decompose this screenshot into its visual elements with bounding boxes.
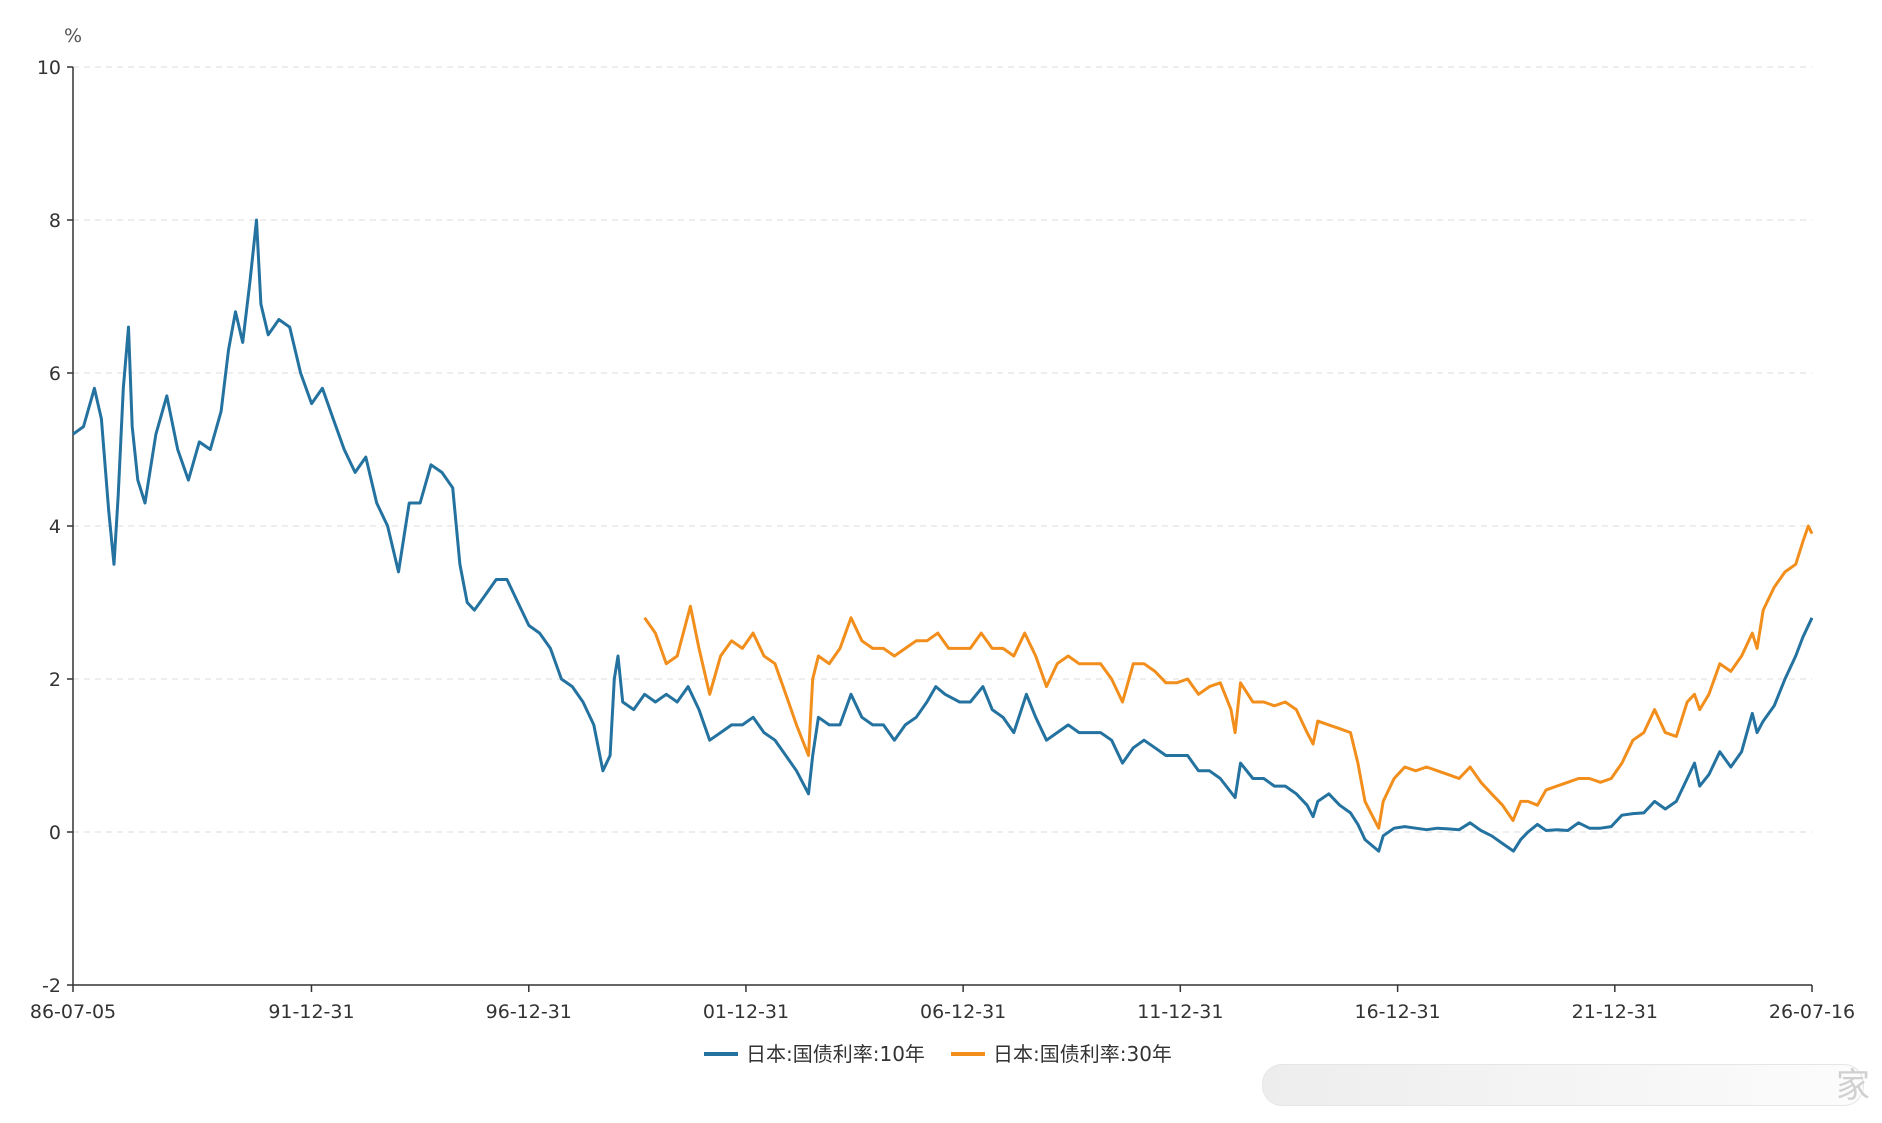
y-tick-label: 2 [49, 669, 61, 691]
watermark-logo: 家 [1836, 1066, 1870, 1106]
y-tick-label: 4 [49, 516, 61, 538]
legend-label-30y: 日本:国债利率:30年 [993, 1042, 1172, 1066]
legend-item-30y[interactable]: 日本:国债利率:30年 [951, 1042, 1172, 1066]
series-line-30y [643, 524, 1814, 830]
y-unit-label: % [64, 25, 82, 47]
x-tick-label: 26-07-16 [1769, 1001, 1855, 1023]
x-tick-label: 11-12-31 [1137, 1001, 1223, 1023]
x-tick-label: 06-12-31 [920, 1001, 1006, 1023]
series-lines [72, 218, 1814, 853]
x-tick-label: 01-12-31 [703, 1001, 789, 1023]
grid-lines [73, 66, 1812, 833]
legend-label-10y: 日本:国债利率:10年 [746, 1042, 925, 1066]
x-tick-label: 16-12-31 [1354, 1001, 1440, 1023]
y-tick-label: 8 [49, 210, 61, 232]
y-tick-label: 6 [49, 363, 61, 385]
x-tick-label: 86-07-05 [30, 1001, 116, 1023]
y-tick-label: 10 [37, 57, 61, 79]
x-tick-label: 21-12-31 [1572, 1001, 1658, 1023]
legend[interactable]: 日本:国债利率:10年 日本:国债利率:30年 [704, 1042, 1172, 1066]
legend-item-10y[interactable]: 日本:国债利率:10年 [704, 1042, 925, 1066]
watermark-bar [1262, 1064, 1864, 1106]
x-tick-label: 91-12-31 [268, 1001, 354, 1023]
y-tick-label: 0 [49, 822, 61, 844]
axes: % [64, 25, 1812, 986]
y-tick-label: -2 [42, 975, 61, 997]
x-tick-label: 96-12-31 [486, 1001, 572, 1023]
series-line-10y [72, 218, 1814, 853]
x-axis-ticks: 86-07-05 91-12-31 96-12-31 01-12-31 06-12-31… [30, 985, 1855, 1023]
y-axis-ticks: 10 8 6 4 2 0 -2 [37, 57, 73, 997]
